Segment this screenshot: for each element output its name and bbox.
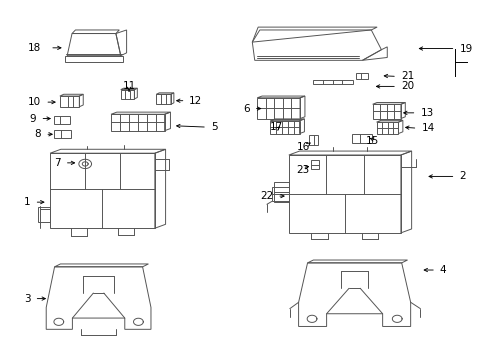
- Text: 13: 13: [420, 108, 434, 118]
- Text: 1: 1: [24, 197, 30, 207]
- Text: 9: 9: [30, 113, 36, 123]
- Text: 6: 6: [243, 104, 250, 113]
- Text: 15: 15: [366, 136, 379, 147]
- Text: 5: 5: [211, 122, 218, 132]
- Text: 17: 17: [270, 122, 283, 132]
- Text: 3: 3: [24, 294, 30, 303]
- Text: 21: 21: [401, 71, 414, 81]
- Text: 16: 16: [297, 142, 310, 152]
- Text: 19: 19: [460, 44, 473, 54]
- Text: 18: 18: [28, 43, 41, 53]
- Text: 11: 11: [122, 81, 136, 91]
- Text: 10: 10: [28, 97, 41, 107]
- Text: 8: 8: [35, 129, 41, 139]
- Text: 4: 4: [440, 265, 446, 275]
- Text: 12: 12: [189, 96, 202, 106]
- Text: 14: 14: [421, 123, 435, 133]
- Text: 7: 7: [54, 158, 61, 168]
- Text: 23: 23: [296, 165, 309, 175]
- Text: 22: 22: [260, 191, 273, 201]
- Text: 2: 2: [460, 171, 466, 181]
- Text: 20: 20: [401, 81, 414, 91]
